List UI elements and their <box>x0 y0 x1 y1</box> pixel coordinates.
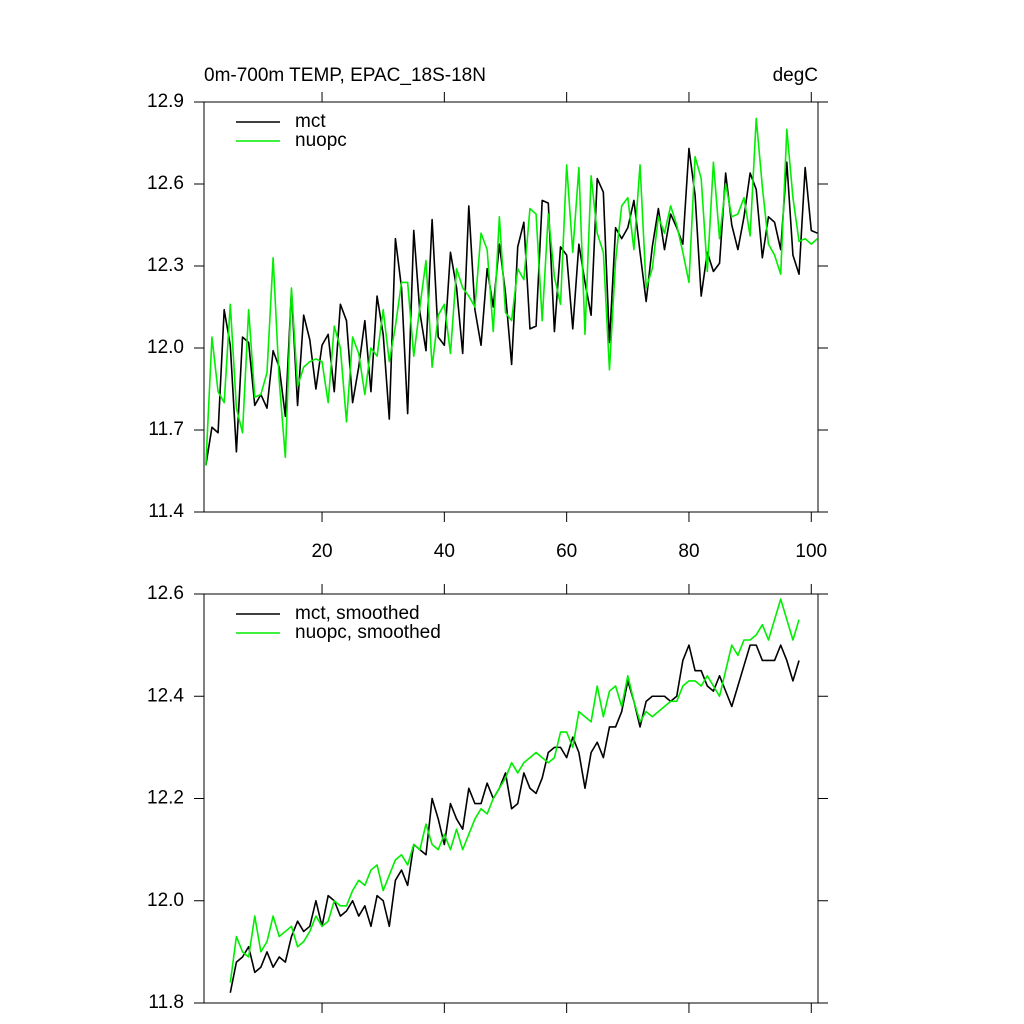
y-tick-label: 12.9 <box>147 91 184 112</box>
x-tick-label: 20 <box>311 541 332 562</box>
x-tick-label: 100 <box>795 541 827 562</box>
legend-label: nuopc, smoothed <box>295 622 441 643</box>
y-tick-label: 12.0 <box>147 337 184 358</box>
data-line <box>205 147 818 466</box>
units-label: degC <box>773 65 818 86</box>
y-tick-label: 12.0 <box>147 890 184 911</box>
y-tick-label: 12.4 <box>147 685 184 706</box>
data-line <box>229 644 800 993</box>
y-tick-label: 11.8 <box>148 992 184 1013</box>
legend-label: nuopc <box>295 130 347 151</box>
y-tick-label: 11.7 <box>148 419 184 440</box>
x-tick-label: 40 <box>434 541 455 562</box>
data-line <box>205 117 818 466</box>
legend-label: mct, smoothed <box>295 603 420 624</box>
plot-frame <box>203 101 819 513</box>
y-tick-label: 12.3 <box>147 255 184 276</box>
y-tick-label: 11.4 <box>148 501 184 522</box>
y-tick-label: 12.2 <box>147 788 184 809</box>
legend-label: mct <box>295 111 326 132</box>
y-tick-label: 12.6 <box>147 583 184 604</box>
x-tick-label: 60 <box>556 541 577 562</box>
x-tick-label: 80 <box>678 541 699 562</box>
data-line <box>229 598 800 983</box>
chart-title: 0m-700m TEMP, EPAC_18S-18N <box>204 65 486 86</box>
y-tick-label: 12.6 <box>147 173 184 194</box>
